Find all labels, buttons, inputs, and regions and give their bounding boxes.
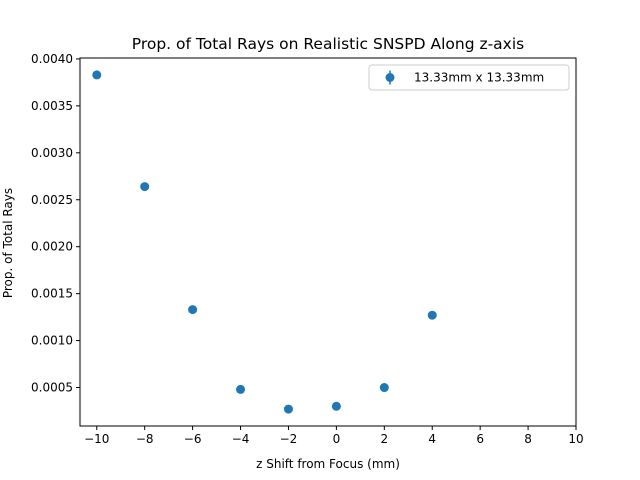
data-point — [427, 310, 437, 320]
x-axis-label: z Shift from Focus (mm) — [256, 457, 400, 471]
data-point — [236, 384, 246, 394]
x-tick-label: −8 — [136, 432, 154, 446]
y-tick-label: 0.0030 — [31, 146, 73, 160]
legend-label: 13.33mm x 13.33mm — [414, 71, 544, 85]
y-tick-label: 0.0010 — [31, 334, 73, 348]
legend: 13.33mm x 13.33mm — [368, 64, 570, 91]
y-axis-label: Prop. of Total Rays — [1, 188, 15, 298]
x-tick-label: −4 — [232, 432, 250, 446]
y-tick-label: 0.0015 — [31, 287, 73, 301]
x-tick-label: −10 — [84, 432, 109, 446]
y-tick-label: 0.0020 — [31, 240, 73, 254]
x-tick-label: 0 — [333, 432, 341, 446]
chart-title: Prop. of Total Rays on Realistic SNSPD A… — [132, 35, 525, 53]
x-tick-label: −2 — [280, 432, 298, 446]
x-tick-label: 2 — [380, 432, 388, 446]
x-tick-label: 8 — [524, 432, 532, 446]
y-tick-label: 0.0035 — [31, 99, 73, 113]
y-tick-label: 0.0005 — [31, 381, 73, 395]
x-tick-label: 4 — [428, 432, 436, 446]
data-point — [283, 404, 293, 414]
legend-box — [368, 64, 570, 91]
x-tick-label: 10 — [568, 432, 583, 446]
data-series — [92, 70, 437, 414]
x-tick-label: 6 — [476, 432, 484, 446]
legend-marker — [385, 73, 395, 82]
axes-frame — [79, 57, 577, 427]
y-tick-label: 0.0040 — [31, 52, 73, 66]
data-point — [188, 305, 198, 315]
x-axis: −10 −8 −6 −4 −2 0 2 4 6 8 10 — [84, 426, 584, 446]
y-tick-label: 0.0025 — [31, 193, 73, 207]
data-point — [379, 383, 389, 393]
data-point — [331, 401, 341, 411]
data-point — [92, 70, 102, 80]
data-point — [140, 182, 150, 192]
x-tick-label: −6 — [184, 432, 202, 446]
y-axis: 0.0005 0.0010 0.0015 0.0020 0.0025 0.0030 0.00… — [31, 52, 80, 395]
